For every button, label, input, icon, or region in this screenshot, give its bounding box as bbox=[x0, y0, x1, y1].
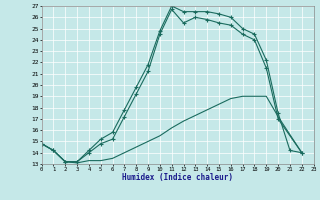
X-axis label: Humidex (Indice chaleur): Humidex (Indice chaleur) bbox=[122, 173, 233, 182]
